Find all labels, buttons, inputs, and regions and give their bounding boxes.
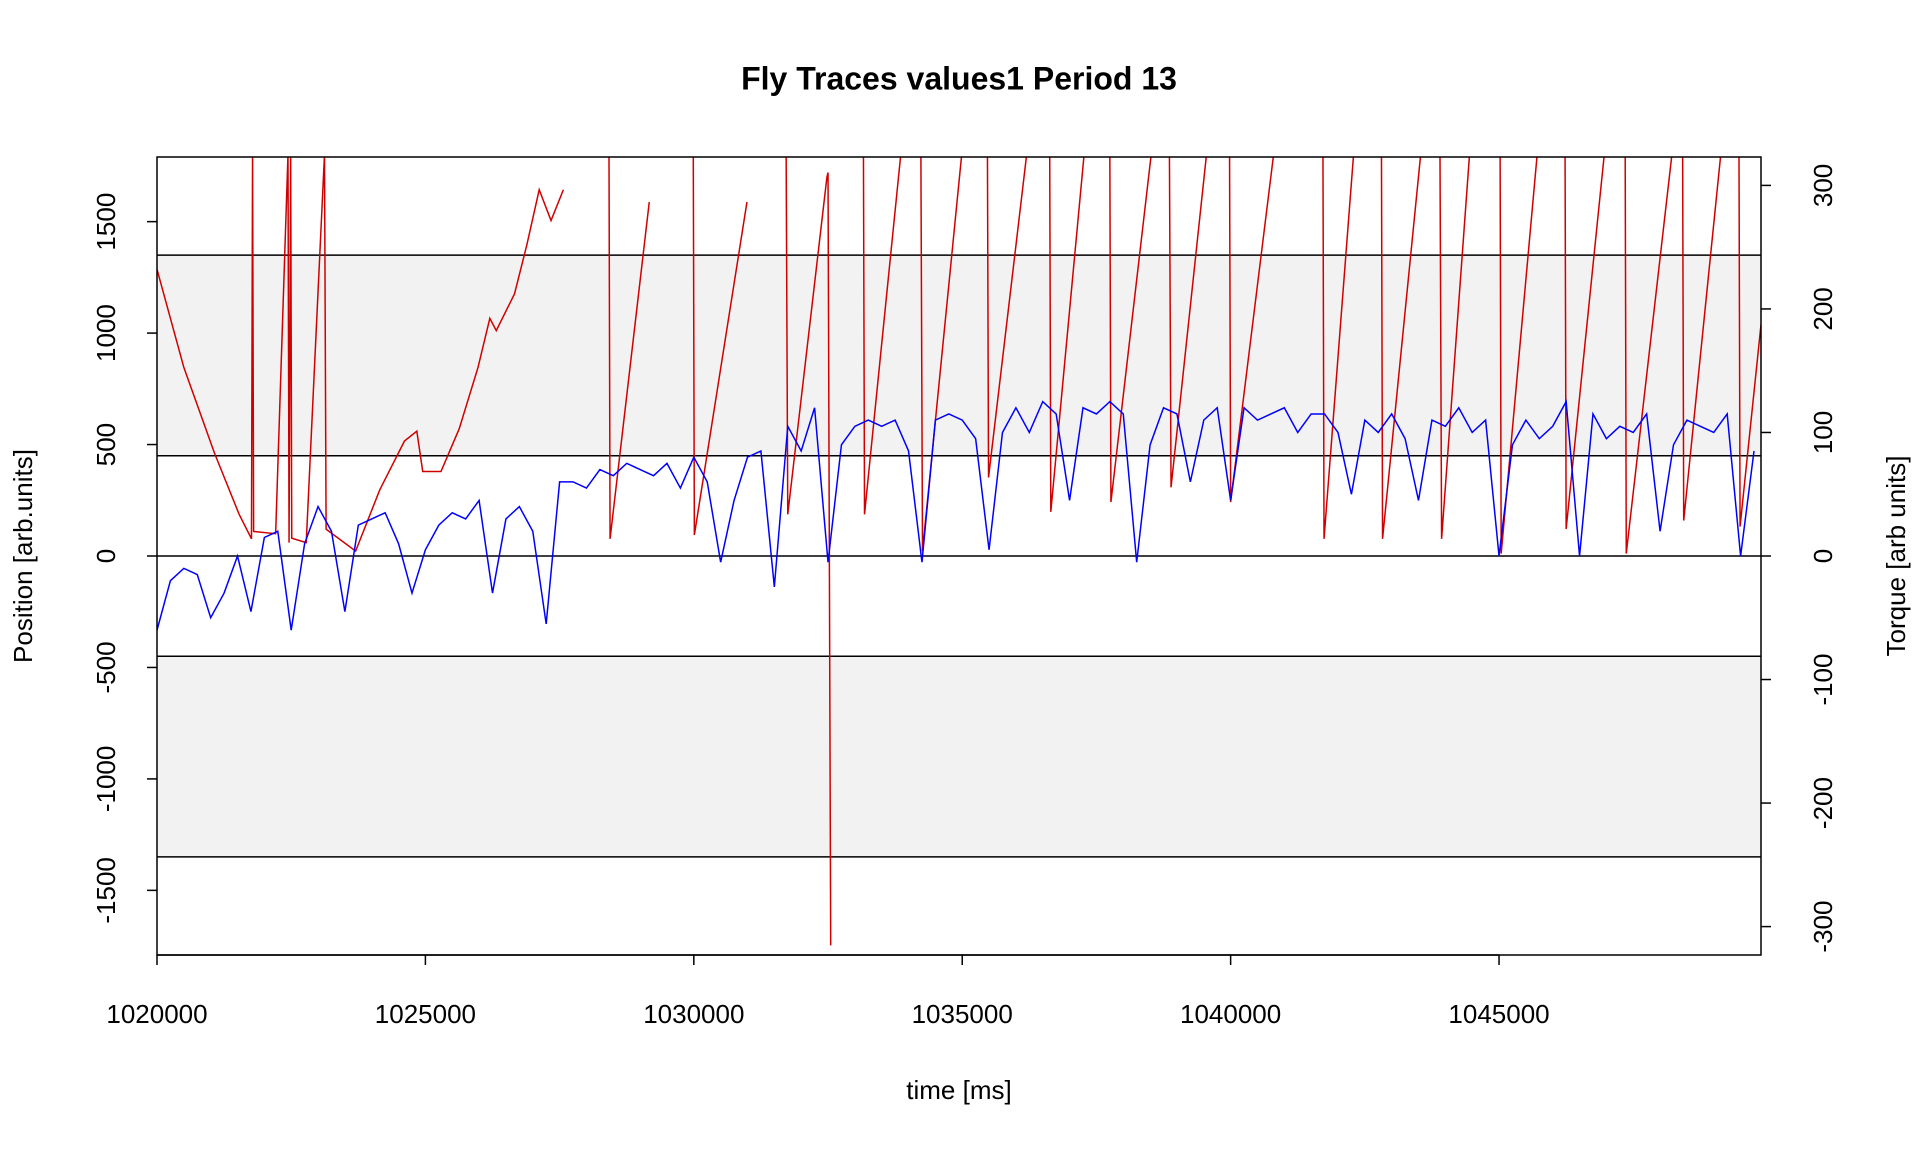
y-tick-label: 500 <box>91 423 121 466</box>
y-tick-label: -500 <box>91 641 121 693</box>
x-tick-label: 1045000 <box>1448 999 1549 1029</box>
y2-tick-label: 0 <box>1808 549 1838 563</box>
y2-tick-label: -200 <box>1808 777 1838 829</box>
x-tick-label: 1035000 <box>912 999 1013 1029</box>
y2-tick-label: 100 <box>1808 411 1838 454</box>
y-axis-label: Position [arb.units] <box>8 449 38 663</box>
y-tick-label: -1500 <box>91 857 121 924</box>
y2-axis-label: Torque [arb units] <box>1881 456 1911 657</box>
y2-tick-label: -300 <box>1808 901 1838 953</box>
plot-area <box>157 157 1761 946</box>
y-tick-label: -1000 <box>91 746 121 813</box>
y-tick-label: 1000 <box>91 304 121 362</box>
band <box>157 255 1761 456</box>
x-tick-label: 1040000 <box>1180 999 1281 1029</box>
x-axis-label: time [ms] <box>906 1075 1011 1105</box>
chart-title: Fly Traces values1 Period 13 <box>741 60 1177 96</box>
data-line <box>157 399 1755 631</box>
y-tick-label: 0 <box>91 549 121 563</box>
y-tick-label: 1500 <box>91 193 121 251</box>
x-tick-label: 1025000 <box>375 999 476 1029</box>
band <box>157 656 1761 857</box>
x-tick-label: 1030000 <box>643 999 744 1029</box>
y2-tick-label: -100 <box>1808 654 1838 706</box>
x-tick-label: 1020000 <box>106 999 207 1029</box>
y2-tick-label: 200 <box>1808 287 1838 330</box>
y2-tick-label: 300 <box>1808 164 1838 207</box>
data-line <box>157 157 1761 946</box>
